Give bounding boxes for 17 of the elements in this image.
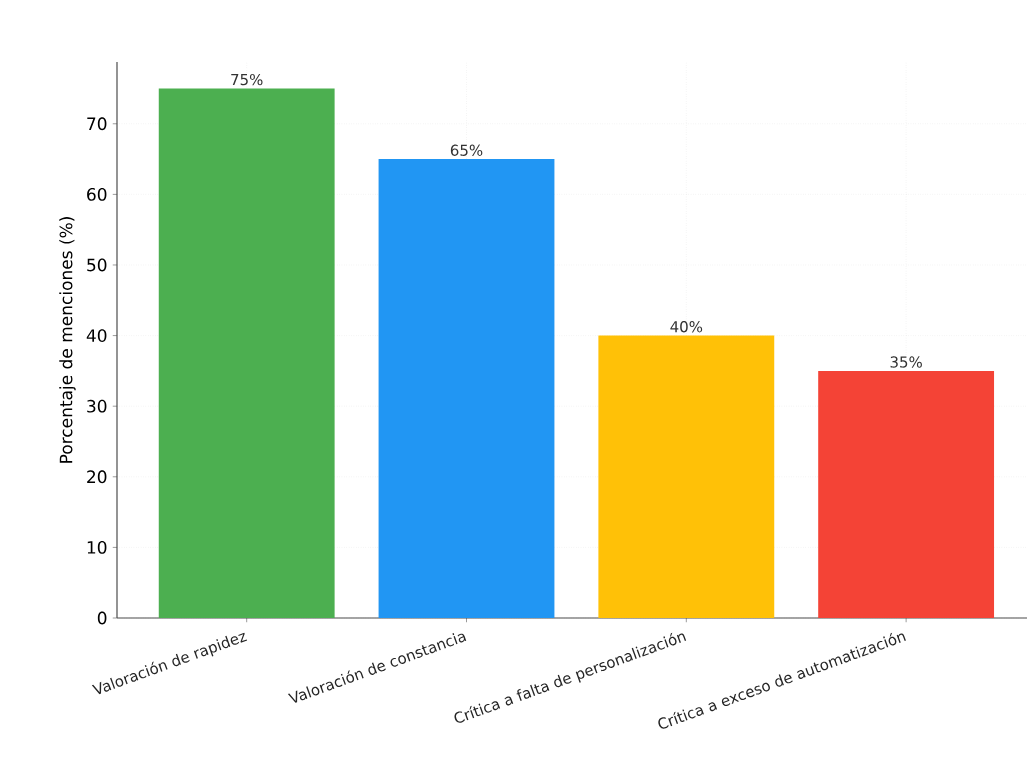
y-tick-label: 60 <box>87 187 107 201</box>
bar <box>158 88 335 618</box>
y-axis-title: Porcentaje de menciones (%) <box>59 217 76 463</box>
y-tick-label: 0 <box>97 611 107 625</box>
data-label: 65% <box>450 144 483 156</box>
y-tick-label: 30 <box>87 399 107 413</box>
bar <box>378 159 555 618</box>
y-tick-label: 20 <box>87 470 107 484</box>
bar <box>818 370 995 618</box>
y-tick-label: 10 <box>87 540 107 554</box>
bar <box>598 335 775 618</box>
data-label: 35% <box>890 356 922 368</box>
y-tick-label: 70 <box>87 117 107 131</box>
y-tick-label: 50 <box>87 258 107 272</box>
y-tick-label: 40 <box>86 329 107 343</box>
data-label: 40% <box>670 321 703 333</box>
data-label: 75% <box>231 73 263 86</box>
